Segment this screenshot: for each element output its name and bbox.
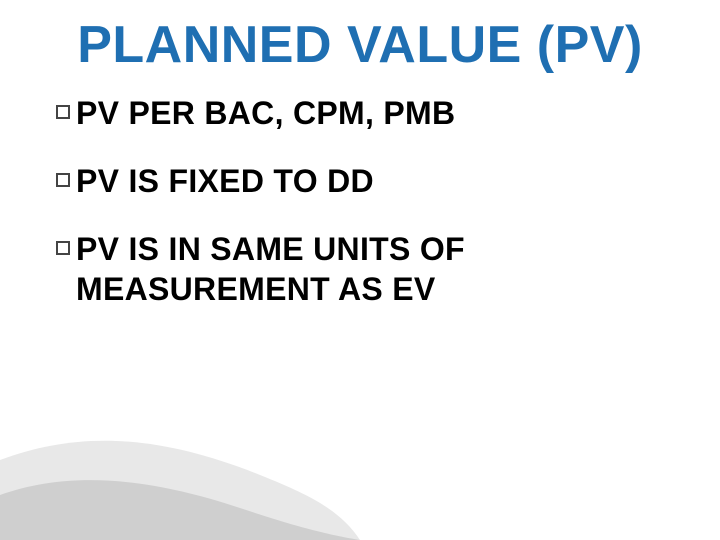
bullet-item: PV IS IN SAME UNITS OF MEASUREMENT AS EV — [56, 229, 672, 309]
swoosh-top-shape — [0, 441, 360, 540]
slide: PLANNED VALUE (PV) PV PER BAC, CPM, PMB … — [0, 0, 720, 540]
square-bullet-icon — [56, 105, 70, 119]
slide-title: PLANNED VALUE (PV) — [48, 18, 672, 73]
swoosh-decoration — [0, 400, 360, 540]
bullet-item: PV IS FIXED TO DD — [56, 161, 672, 201]
bullet-text: PV IS FIXED TO DD — [76, 161, 374, 201]
bullet-text: PV IS IN SAME UNITS OF MEASUREMENT AS EV — [76, 229, 672, 309]
swoosh-bottom-shape — [0, 480, 360, 540]
square-bullet-icon — [56, 173, 70, 187]
bullet-list: PV PER BAC, CPM, PMB PV IS FIXED TO DD P… — [48, 93, 672, 309]
bullet-item: PV PER BAC, CPM, PMB — [56, 93, 672, 133]
square-bullet-icon — [56, 241, 70, 255]
bullet-text: PV PER BAC, CPM, PMB — [76, 93, 455, 133]
